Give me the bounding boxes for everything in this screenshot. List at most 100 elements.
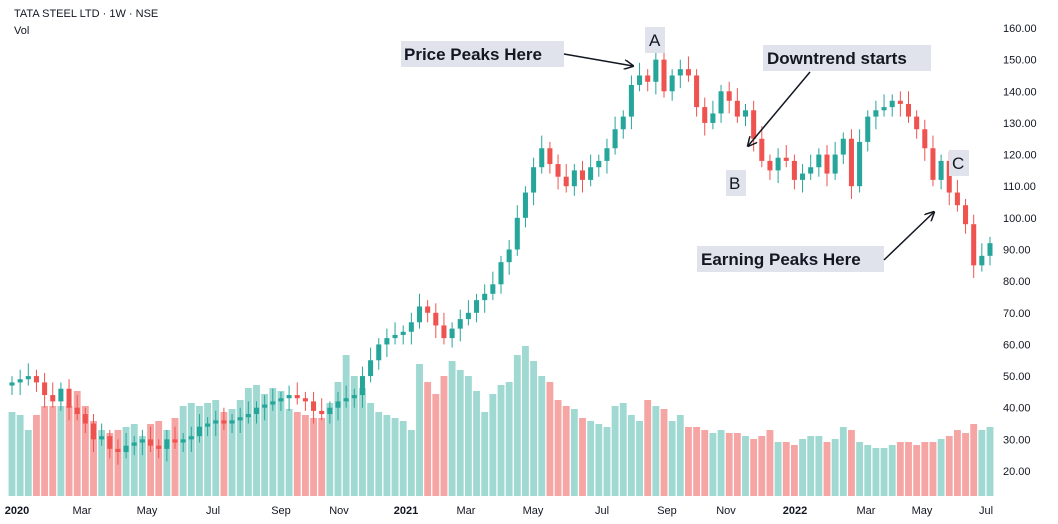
- candle-body: [783, 157, 789, 161]
- candle-body: [661, 59, 667, 92]
- candle-body: [791, 160, 797, 180]
- candle: [221, 407, 227, 430]
- price-tick-label: 100.00: [1003, 213, 1037, 225]
- candles: [9, 46, 993, 465]
- volume-bar: [90, 421, 97, 496]
- candle-body: [734, 100, 740, 117]
- candle-body: [58, 388, 64, 402]
- candle: [319, 398, 325, 421]
- volume-bar: [823, 442, 831, 496]
- time-tick-label: Mar: [457, 505, 476, 517]
- candle: [531, 157, 537, 206]
- candle-body: [694, 75, 700, 108]
- price-tick-label: 20.00: [1003, 466, 1031, 478]
- time-tick-label: Jul: [979, 505, 993, 517]
- volume-bar: [856, 442, 864, 496]
- candle: [588, 154, 594, 187]
- price-tick-label: 110.00: [1003, 181, 1036, 193]
- time-tick-label: 2020: [5, 505, 29, 517]
- time-tick-label: May: [523, 505, 544, 517]
- candle-body: [759, 138, 765, 161]
- candle: [791, 154, 797, 190]
- volume-bar: [350, 376, 358, 496]
- candle: [506, 240, 512, 275]
- candle-body: [278, 398, 284, 402]
- candle-body: [9, 382, 15, 386]
- candle-body: [596, 160, 602, 168]
- candle-body: [963, 205, 969, 225]
- volume-bar: [627, 415, 635, 496]
- candle: [441, 312, 447, 345]
- candle: [392, 322, 398, 345]
- candle-body: [531, 167, 537, 193]
- volume-bar: [937, 439, 945, 496]
- volume-bar: [693, 427, 701, 496]
- marker-a-label: A: [649, 31, 661, 50]
- volume-bar: [334, 382, 342, 496]
- candle: [384, 328, 390, 358]
- volume-bar: [399, 421, 407, 496]
- price-tick-label: 30.00: [1003, 434, 1031, 446]
- candle: [775, 148, 781, 184]
- volume-bar: [831, 439, 839, 496]
- candle: [376, 338, 382, 370]
- candle: [661, 46, 667, 98]
- candle-body: [946, 160, 952, 193]
- volume-bar: [546, 382, 554, 496]
- volume-bar: [147, 424, 154, 496]
- annotations: Price Peaks Here A Downtrend starts B Ea…: [401, 27, 969, 272]
- candle: [539, 135, 545, 174]
- candle-body: [645, 75, 651, 82]
- candle: [66, 379, 72, 421]
- candle: [482, 284, 488, 313]
- volume-bar: [293, 412, 301, 496]
- volume-bar: [326, 403, 334, 496]
- annotation-price-peaks-bg: [401, 41, 564, 67]
- candle-body: [922, 129, 928, 149]
- volume-bar: [513, 355, 521, 496]
- candle: [58, 382, 64, 411]
- candle: [938, 154, 944, 190]
- volume-bar: [122, 427, 130, 496]
- candle: [33, 369, 39, 392]
- candle: [726, 81, 732, 114]
- price-tick-label: 90.00: [1003, 245, 1031, 257]
- volume-bar: [171, 418, 179, 496]
- volume-bar: [220, 412, 228, 496]
- candle-body: [881, 107, 887, 111]
- volume-bar: [342, 355, 350, 496]
- candle: [759, 126, 765, 168]
- volume-bar: [570, 409, 578, 496]
- volume-bar: [905, 442, 912, 496]
- candle-body: [400, 331, 406, 335]
- candle: [897, 91, 903, 117]
- volume-bar: [16, 415, 24, 496]
- volume-bar: [636, 421, 643, 496]
- candle: [596, 154, 602, 177]
- candle: [514, 205, 520, 256]
- candle: [188, 426, 194, 453]
- candle-body: [751, 110, 757, 139]
- volume-bar: [644, 400, 652, 496]
- volume-bar: [253, 385, 260, 496]
- volume-bar: [815, 436, 823, 496]
- volume-bar: [301, 415, 309, 496]
- candle: [327, 401, 333, 424]
- volume-bar: [603, 427, 611, 496]
- candle: [90, 414, 97, 453]
- candle: [840, 132, 846, 165]
- candle-body: [449, 328, 455, 339]
- candle: [131, 436, 137, 456]
- candle: [889, 94, 895, 117]
- price-tick-label: 140.00: [1003, 86, 1037, 98]
- candle-body: [897, 100, 903, 104]
- candle-body: [99, 436, 105, 440]
- candle-body: [115, 448, 121, 453]
- candle-body: [156, 445, 162, 449]
- candle: [99, 423, 105, 446]
- volume-bar: [619, 403, 627, 496]
- volume-bar: [758, 436, 766, 496]
- volume-bar: [196, 406, 203, 496]
- price-tick-label: 40.00: [1003, 403, 1031, 415]
